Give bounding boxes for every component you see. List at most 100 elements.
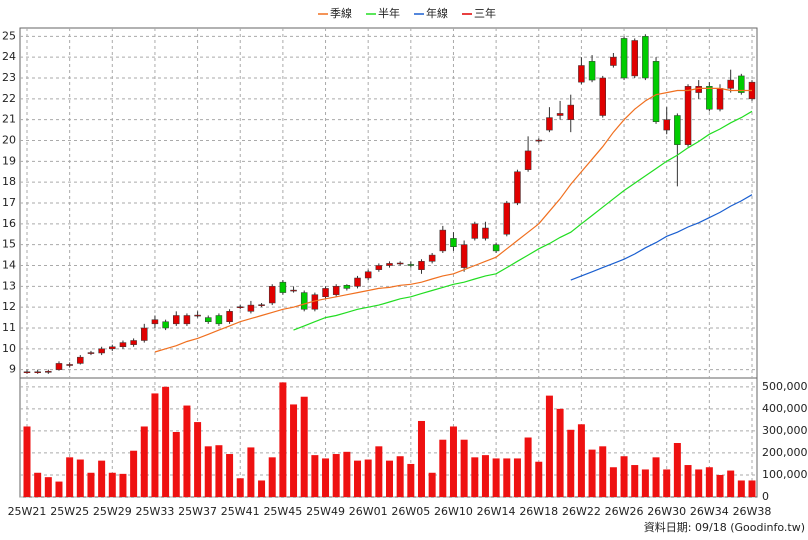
candle-body [322,288,329,297]
candle-body [87,352,95,354]
volume-bar [567,429,575,497]
volume-bar [631,465,639,497]
volume-bar [727,470,735,497]
candle-body [77,356,84,364]
y-tick-label: 11 [2,321,16,334]
candle-body [716,88,724,110]
candle-body [236,306,244,308]
volume-bar [684,465,692,497]
candle-body [631,40,638,77]
volume-bar [513,458,521,497]
x-tick-label: 26W34 [690,505,729,518]
candle-body [386,263,393,266]
volume-bar [599,446,607,497]
volume-bar [428,472,436,497]
volume-bar [204,446,212,497]
y2-tick-label: 400,000 [762,402,808,415]
volume-bar [194,422,202,497]
y-tick-label: 14 [2,259,16,272]
volume-bar [162,386,170,497]
volume-bar [545,395,553,497]
volume-bar [737,480,745,497]
volume-bar [652,457,660,497]
y-tick-label: 16 [2,217,16,230]
volume-bar [492,458,500,497]
candle-body [34,371,41,373]
legend-label: 年線 [426,6,448,20]
volume-bar [609,467,617,497]
y-tick-label: 24 [2,50,16,63]
volume-bar [556,408,564,497]
volume-bar [258,480,266,497]
candle-body [556,113,564,116]
candle-body [588,61,596,81]
candle-body [55,363,63,370]
candle-body [332,286,340,295]
candle-body [684,86,692,145]
y-tick-label: 15 [2,238,16,251]
y-tick-label: 9 [9,363,16,376]
volume-bar [439,439,447,497]
volume-bar [716,474,724,497]
x-tick-label: 25W33 [136,505,175,518]
volume-bar [364,459,372,497]
volume-bar [577,424,585,497]
x-tick-label: 26W38 [733,505,772,518]
y2-tick-label: 0 [762,490,769,503]
y-tick-label: 21 [2,113,16,126]
candle-body [66,364,73,366]
volume-bar [172,431,180,497]
candle-body [151,319,159,325]
y2-tick-label: 100,000 [762,468,808,481]
candle-body [205,317,212,323]
y-tick-label: 10 [2,342,16,355]
x-tick-label: 25W25 [50,505,89,518]
volume-bar [354,460,362,497]
volume-bar [460,439,468,497]
candle-body [514,171,521,204]
volume-bar [471,457,479,497]
y2-tick-label: 500,000 [762,380,808,393]
volume-bar [268,457,276,497]
candle-body [460,244,468,268]
candle-body [652,61,660,122]
candle-body [578,65,585,83]
y-tick-label: 18 [2,175,16,188]
volume-bar [449,426,457,497]
candle-body [407,264,415,266]
volume-bar [34,472,42,497]
candle-body [642,36,649,79]
volume-bar [396,456,404,497]
x-tick-label: 25W37 [178,505,217,518]
candle-body [428,254,436,262]
candle-body [279,281,287,293]
volume-bar [279,382,287,497]
volume-bar [535,461,543,497]
candle-body [226,311,233,323]
candle-body [620,38,628,79]
x-tick-label: 26W10 [434,505,473,518]
volume-bar [55,481,63,497]
candle-body [418,261,425,270]
candle-body [130,340,137,345]
footer: 資料日期: 09/18 (Goodinfo.tw) [644,520,805,534]
candle-body [258,304,265,306]
volume-bar [322,458,330,497]
volume-bar [386,460,393,497]
candle-body [215,315,223,325]
volume-bar [407,463,415,497]
volume-bar [300,396,308,497]
candle-body [364,271,372,279]
volume-bar [76,459,84,497]
candle-body [439,229,447,252]
candle-body [599,77,606,116]
x-tick-label: 26W01 [349,505,388,518]
volume-bar [130,450,138,497]
legend-label: 三年 [474,6,496,20]
y2-tick-label: 200,000 [762,446,808,459]
x-tick-label: 25W45 [263,505,302,518]
x-tick-label: 26W05 [391,505,430,518]
volume-bar [620,456,628,497]
legend-label: 半年 [378,6,400,20]
volume-bar [140,426,148,497]
